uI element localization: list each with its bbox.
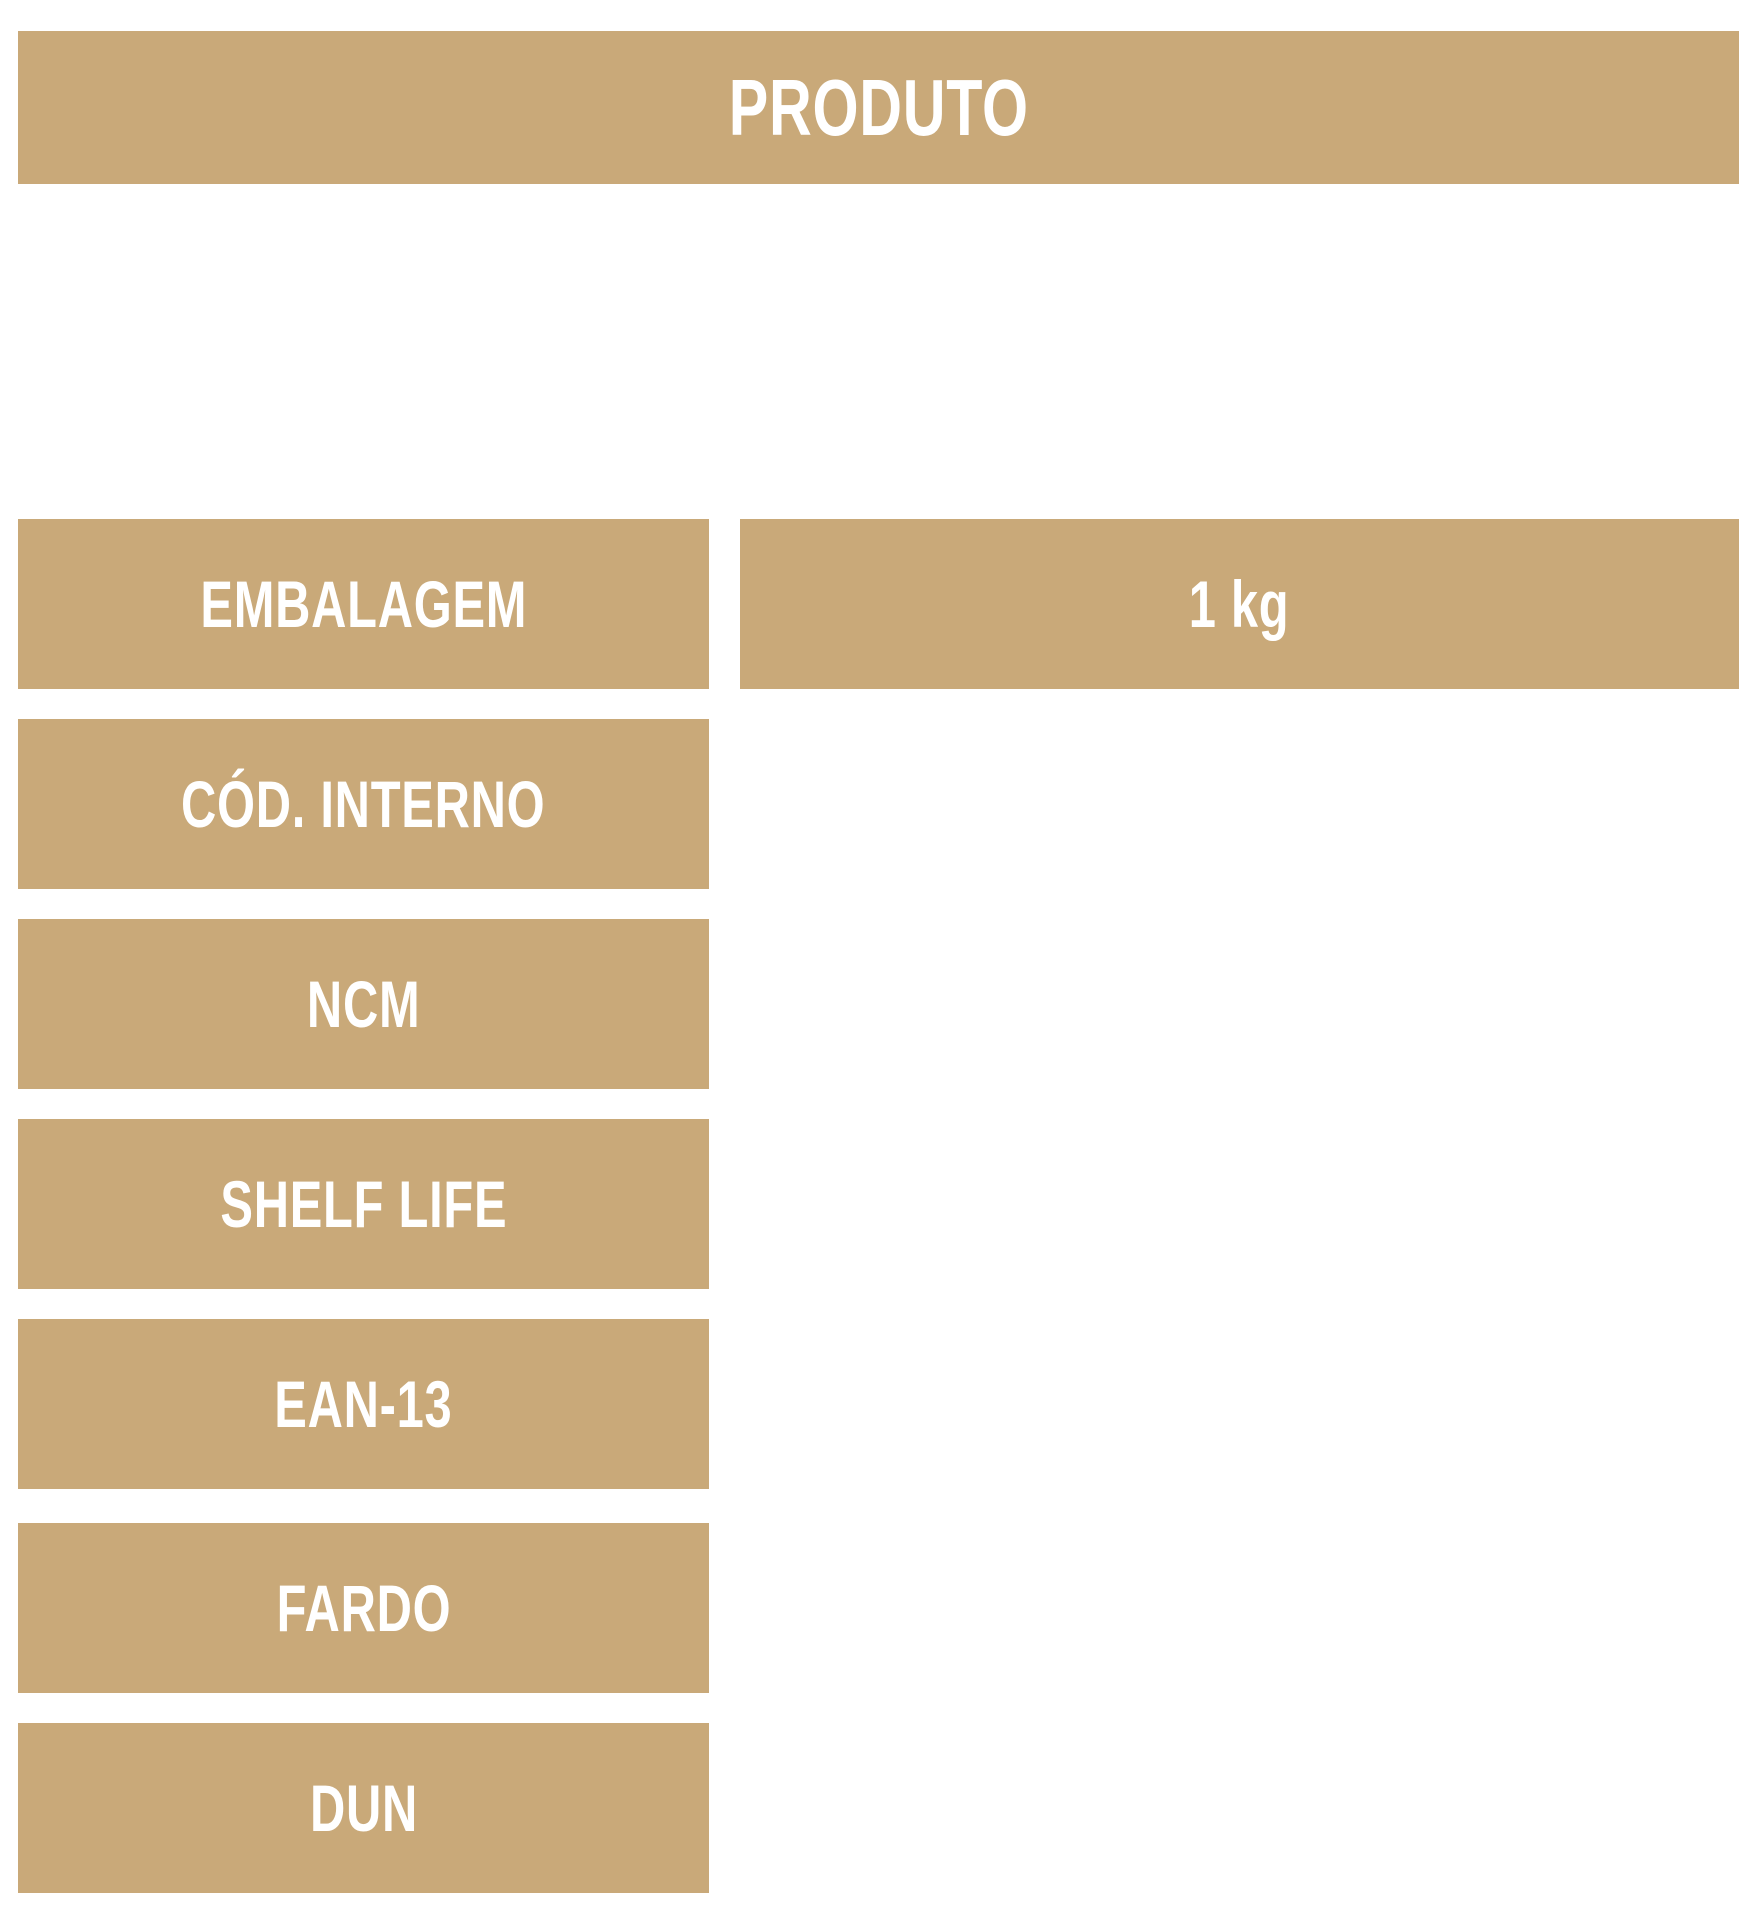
value-text: 1 kg: [1189, 567, 1290, 641]
label-text: DUN: [309, 1771, 418, 1845]
row-label-fardo: FARDO: [18, 1523, 709, 1693]
product-title: PRODUTO: [728, 62, 1029, 152]
label-text: NCM: [306, 967, 421, 1041]
label-text: FARDO: [276, 1571, 451, 1645]
row-label-ean-13: EAN-13: [18, 1319, 709, 1489]
row-label-cod-interno: CÓD. INTERNO: [18, 719, 709, 889]
row-label-embalagem: EMBALAGEM: [18, 519, 709, 689]
row-label-dun: DUN: [18, 1723, 709, 1893]
row-label-shelf-life: SHELF LIFE: [18, 1119, 709, 1289]
label-text: EMBALAGEM: [200, 567, 527, 641]
label-text: SHELF LIFE: [220, 1167, 507, 1241]
product-header: PRODUTO: [18, 31, 1739, 184]
label-text: CÓD. INTERNO: [181, 767, 546, 841]
row-label-ncm: NCM: [18, 919, 709, 1089]
row-value-embalagem: 1 kg: [740, 519, 1739, 689]
label-text: EAN-13: [274, 1367, 453, 1441]
